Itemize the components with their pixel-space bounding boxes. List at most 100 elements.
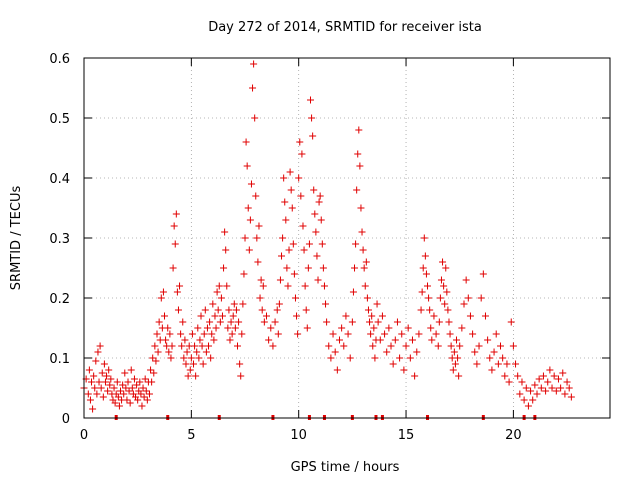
data-point xyxy=(124,378,132,386)
data-point xyxy=(148,378,156,386)
data-point xyxy=(499,354,507,362)
data-point xyxy=(182,360,190,368)
data-point xyxy=(559,369,567,377)
data-point xyxy=(230,300,238,308)
data-point xyxy=(172,210,180,218)
data-point xyxy=(424,282,432,290)
data-point xyxy=(125,387,133,395)
data-point xyxy=(374,318,382,326)
data-point xyxy=(316,192,324,200)
data-point xyxy=(273,306,281,314)
data-point xyxy=(217,294,225,302)
data-point xyxy=(522,384,530,392)
data-point xyxy=(242,138,250,146)
data-point xyxy=(97,384,105,392)
data-point xyxy=(331,348,339,356)
data-point xyxy=(224,324,232,332)
axis-ticks xyxy=(83,57,610,419)
data-point xyxy=(383,348,391,356)
data-point xyxy=(432,330,440,338)
data-point xyxy=(288,204,296,212)
data-point xyxy=(278,252,286,260)
data-point xyxy=(352,240,360,248)
data-point xyxy=(415,330,423,338)
data-point xyxy=(126,399,134,407)
x-tick-label: 0 xyxy=(80,428,88,443)
data-point xyxy=(269,342,277,350)
data-point xyxy=(147,366,155,374)
data-point xyxy=(447,342,455,350)
data-point xyxy=(104,387,112,395)
data-point xyxy=(430,312,438,320)
data-point xyxy=(153,330,161,338)
data-point xyxy=(149,354,157,362)
data-point xyxy=(162,336,170,344)
data-point xyxy=(247,180,255,188)
data-point xyxy=(225,306,233,314)
data-point xyxy=(475,342,483,350)
grid xyxy=(84,58,610,418)
data-point xyxy=(106,381,114,389)
data-point xyxy=(274,330,282,338)
data-point xyxy=(95,378,103,386)
data-point xyxy=(113,378,121,386)
data-point xyxy=(110,384,118,392)
data-point xyxy=(241,234,249,242)
data-point xyxy=(411,372,419,380)
data-point xyxy=(209,300,217,308)
data-point xyxy=(128,384,136,392)
data-point xyxy=(116,387,124,395)
data-point xyxy=(120,390,128,398)
data-point xyxy=(312,228,320,236)
data-point xyxy=(253,234,261,242)
data-point xyxy=(173,288,181,296)
data-point xyxy=(208,330,216,338)
data-point xyxy=(170,222,178,230)
y-tick-label: 0.2 xyxy=(49,292,70,307)
data-point xyxy=(286,168,294,176)
data-point xyxy=(539,372,547,380)
data-point xyxy=(88,378,96,386)
data-point xyxy=(181,336,189,344)
data-point xyxy=(454,354,462,362)
data-point xyxy=(546,366,554,374)
data-point xyxy=(220,264,228,272)
data-point xyxy=(141,375,149,383)
x-tick-label: 20 xyxy=(505,428,522,443)
data-point xyxy=(256,294,264,302)
data-point xyxy=(333,366,341,374)
data-point xyxy=(329,330,337,338)
data-point xyxy=(505,378,513,386)
data-point xyxy=(362,258,370,266)
data-point xyxy=(202,348,210,356)
data-point xyxy=(218,312,226,320)
data-point xyxy=(455,372,463,380)
data-point xyxy=(127,366,135,374)
data-point xyxy=(187,354,195,362)
data-point xyxy=(524,402,532,410)
data-point xyxy=(84,390,92,398)
data-point xyxy=(100,360,108,368)
data-point xyxy=(299,222,307,230)
data-point xyxy=(311,210,319,218)
data-point xyxy=(425,294,433,302)
data-point xyxy=(166,330,174,338)
data-point xyxy=(434,342,442,350)
data-point xyxy=(481,312,489,320)
data-point xyxy=(400,366,408,374)
data-point xyxy=(318,240,326,248)
data-point xyxy=(442,264,450,272)
data-point xyxy=(239,300,247,308)
data-point xyxy=(114,393,122,401)
data-point xyxy=(90,372,98,380)
data-point xyxy=(422,270,430,278)
data-point xyxy=(509,342,517,350)
data-point xyxy=(440,282,448,290)
data-point xyxy=(346,354,354,362)
data-point xyxy=(275,300,283,308)
data-point xyxy=(119,381,127,389)
data-point xyxy=(531,381,539,389)
data-point xyxy=(223,282,231,290)
data-point xyxy=(427,324,435,332)
data-point xyxy=(302,306,310,314)
